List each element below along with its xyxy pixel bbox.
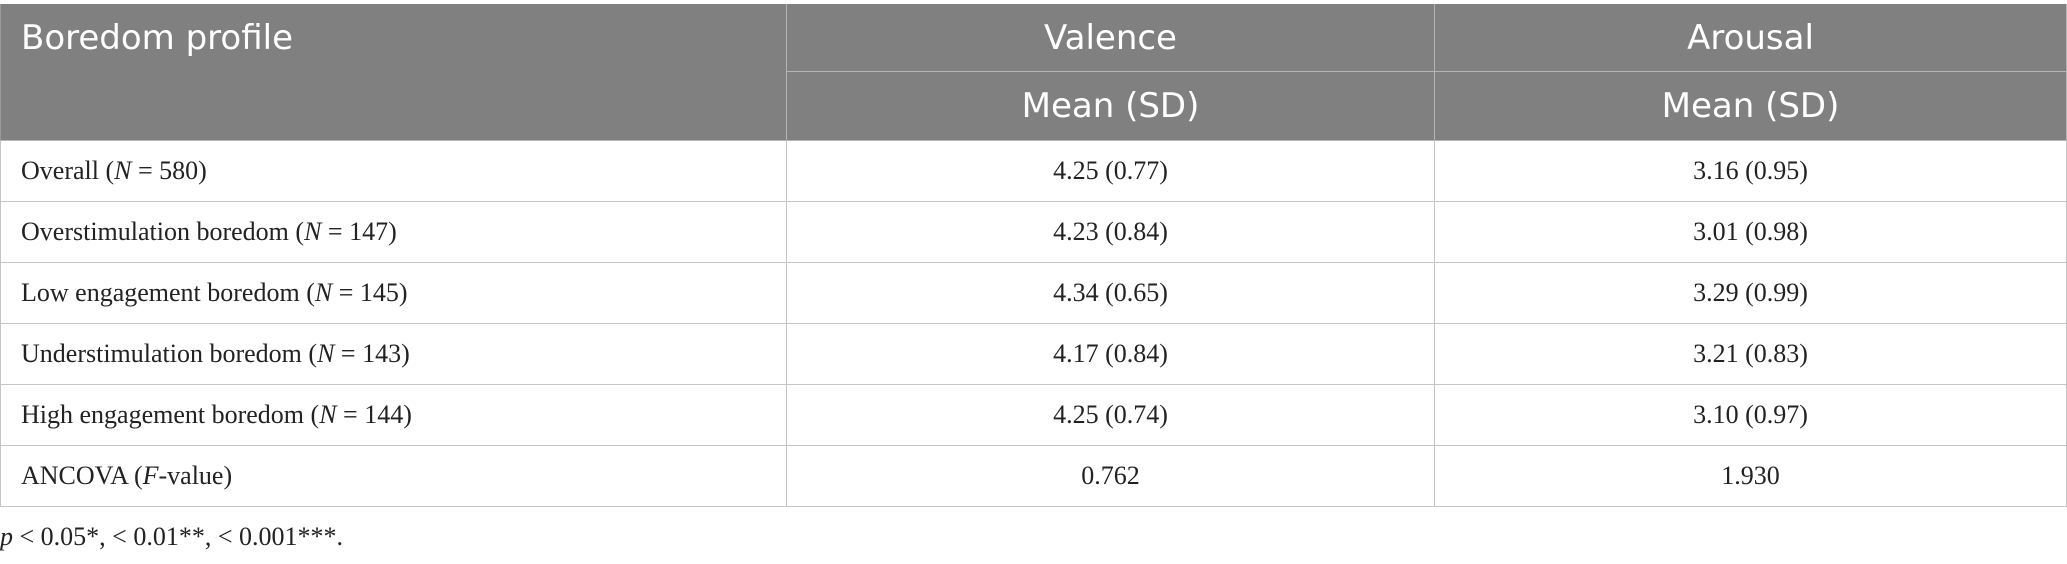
row-label: Overstimulation boredom (N = 147) <box>0 201 787 263</box>
arousal-cell: 1.930 <box>1434 445 2067 507</box>
table-row: Understimulation boredom (N = 143) 4.17 … <box>0 323 2067 385</box>
valence-cell: 4.23 (0.84) <box>786 201 1435 263</box>
footnote-p-variable: p <box>0 522 13 551</box>
table-row: Low engagement boredom (N = 145) 4.34 (0… <box>0 262 2067 324</box>
subheader-valence-mean-sd: Mean (SD) <box>786 71 1435 141</box>
table-row: ANCOVA (F-value) 0.762 1.930 <box>0 445 2067 507</box>
subheader-arousal-mean-sd: Mean (SD) <box>1434 71 2067 141</box>
header-row: Boredom profile Valence Arousal <box>0 4 2067 141</box>
table-footnote: p < 0.05*, < 0.01**, < 0.001***. <box>0 522 343 552</box>
valence-cell: 4.34 (0.65) <box>786 262 1435 324</box>
row-label: High engagement boredom (N = 144) <box>0 384 787 446</box>
arousal-cell: 3.10 (0.97) <box>1434 384 2067 446</box>
arousal-cell: 3.29 (0.99) <box>1434 262 2067 324</box>
boredom-profile-table: Boredom profile Valence Arousal Mean (SD… <box>0 4 2067 507</box>
valence-cell: 4.25 (0.74) <box>786 384 1435 446</box>
arousal-cell: 3.16 (0.95) <box>1434 140 2067 202</box>
table-row: Overall (N = 580) 4.25 (0.77) 3.16 (0.95… <box>0 140 2067 202</box>
row-label: ANCOVA (F-value) <box>0 445 787 507</box>
row-label: Understimulation boredom (N = 143) <box>0 323 787 385</box>
row-label: Overall (N = 580) <box>0 140 787 202</box>
results-table-container: Boredom profile Valence Arousal Mean (SD… <box>0 4 2067 507</box>
header-arousal: Arousal <box>1434 4 2067 72</box>
header-boredom-profile: Boredom profile <box>0 4 787 141</box>
table-row: High engagement boredom (N = 144) 4.25 (… <box>0 384 2067 446</box>
valence-cell: 0.762 <box>786 445 1435 507</box>
arousal-cell: 3.21 (0.83) <box>1434 323 2067 385</box>
valence-cell: 4.17 (0.84) <box>786 323 1435 385</box>
subheader-row: Mean (SD) Mean (SD) <box>1 71 2067 141</box>
header-valence: Valence <box>786 4 1435 72</box>
table-row: Overstimulation boredom (N = 147) 4.23 (… <box>0 201 2067 263</box>
footnote-text: < 0.05*, < 0.01**, < 0.001***. <box>13 522 344 551</box>
row-label: Low engagement boredom (N = 145) <box>0 262 787 324</box>
arousal-cell: 3.01 (0.98) <box>1434 201 2067 263</box>
valence-cell: 4.25 (0.77) <box>786 140 1435 202</box>
